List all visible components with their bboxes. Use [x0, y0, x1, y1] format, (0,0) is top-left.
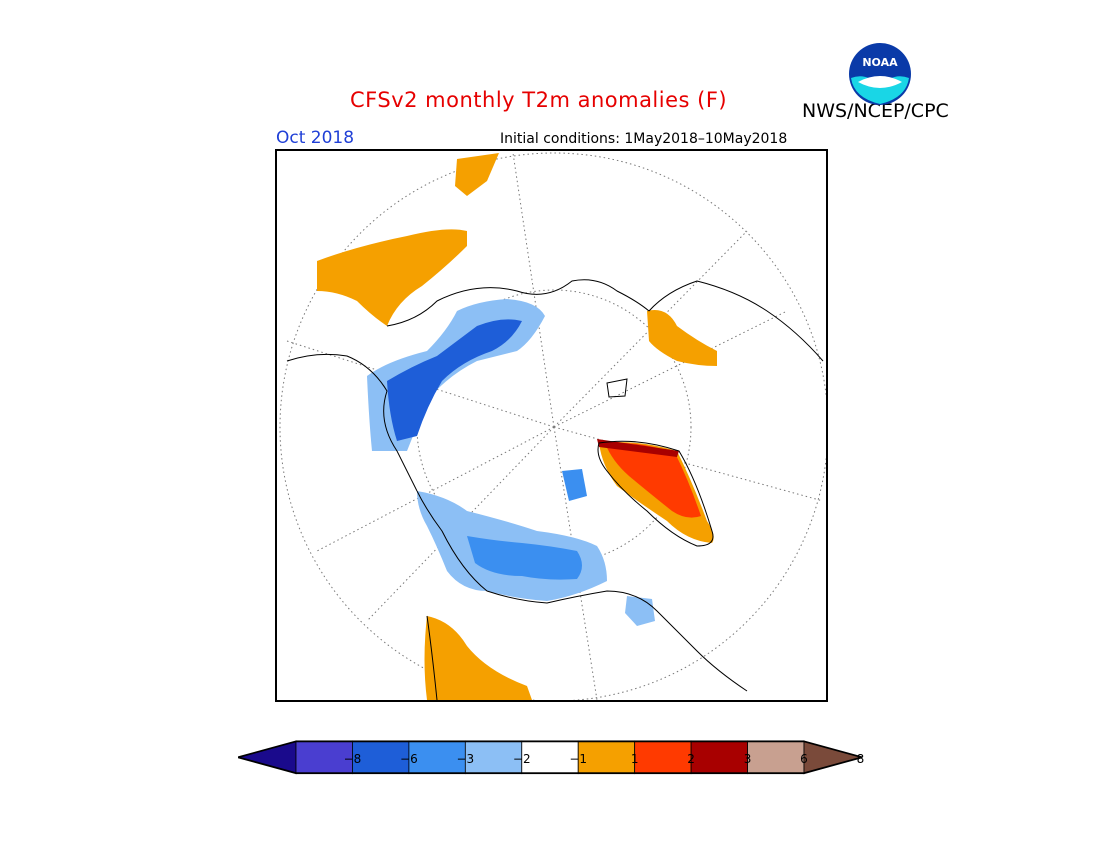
legend-swatch — [577, 740, 636, 775]
legend-swatch — [521, 740, 579, 775]
initial-conditions: Initial conditions: 1May2018–10May2018 — [500, 131, 788, 147]
legend-tick-label: 8 — [856, 752, 865, 766]
cool-anomaly-hudson — [625, 596, 655, 626]
legend-swatch — [408, 740, 466, 775]
hot-anomaly-greenland — [605, 442, 701, 518]
legend-tick-label: −1 — [569, 752, 588, 766]
cool-anomaly-arctic-islands — [562, 469, 587, 501]
polar-map — [275, 149, 828, 702]
legend-tick-label: −3 — [456, 752, 475, 766]
warm-anomaly-west-na — [424, 616, 532, 700]
warm-anomaly-east-asia — [317, 229, 467, 326]
warm-anomaly-scandinavia — [647, 310, 717, 366]
anomaly-fields — [317, 153, 717, 700]
legend-swatch — [690, 740, 748, 775]
map-title: CFSv2 monthly T2m anomalies (F) — [350, 88, 728, 112]
legend-swatch-low-arrow — [238, 740, 297, 775]
noaa-logo: NOAA — [849, 43, 911, 105]
legend-tick-label: 3 — [743, 752, 752, 766]
cool-anomaly-canada-core — [467, 536, 582, 580]
legend-swatch — [295, 740, 353, 775]
agency-label: NWS/NCEP/CPC — [802, 100, 949, 122]
legend-tick-label: −6 — [400, 752, 418, 766]
cool-anomaly-siberia-core — [387, 319, 522, 441]
forecast-month: Oct 2018 — [276, 128, 355, 148]
legend-swatch — [352, 740, 410, 775]
legend-tick-label: 2 — [687, 752, 695, 766]
legend-colorbar — [238, 740, 862, 775]
graticule — [279, 152, 826, 700]
legend-tick-label: −8 — [343, 752, 362, 766]
legend-swatch-high-arrow — [803, 740, 862, 775]
legend-swatch — [747, 740, 805, 775]
legend-tick-label: 1 — [630, 752, 639, 766]
legend-tick-label: −2 — [512, 752, 531, 766]
legend-swatch — [464, 740, 523, 775]
warm-anomaly-north-pacific — [455, 153, 499, 196]
coastlines — [286, 279, 824, 700]
extreme-anomaly-greenland — [597, 439, 679, 457]
legend-swatch — [634, 740, 692, 775]
legend-tick-label: 6 — [800, 752, 808, 766]
noaa-logo-text: NOAA — [862, 56, 898, 69]
